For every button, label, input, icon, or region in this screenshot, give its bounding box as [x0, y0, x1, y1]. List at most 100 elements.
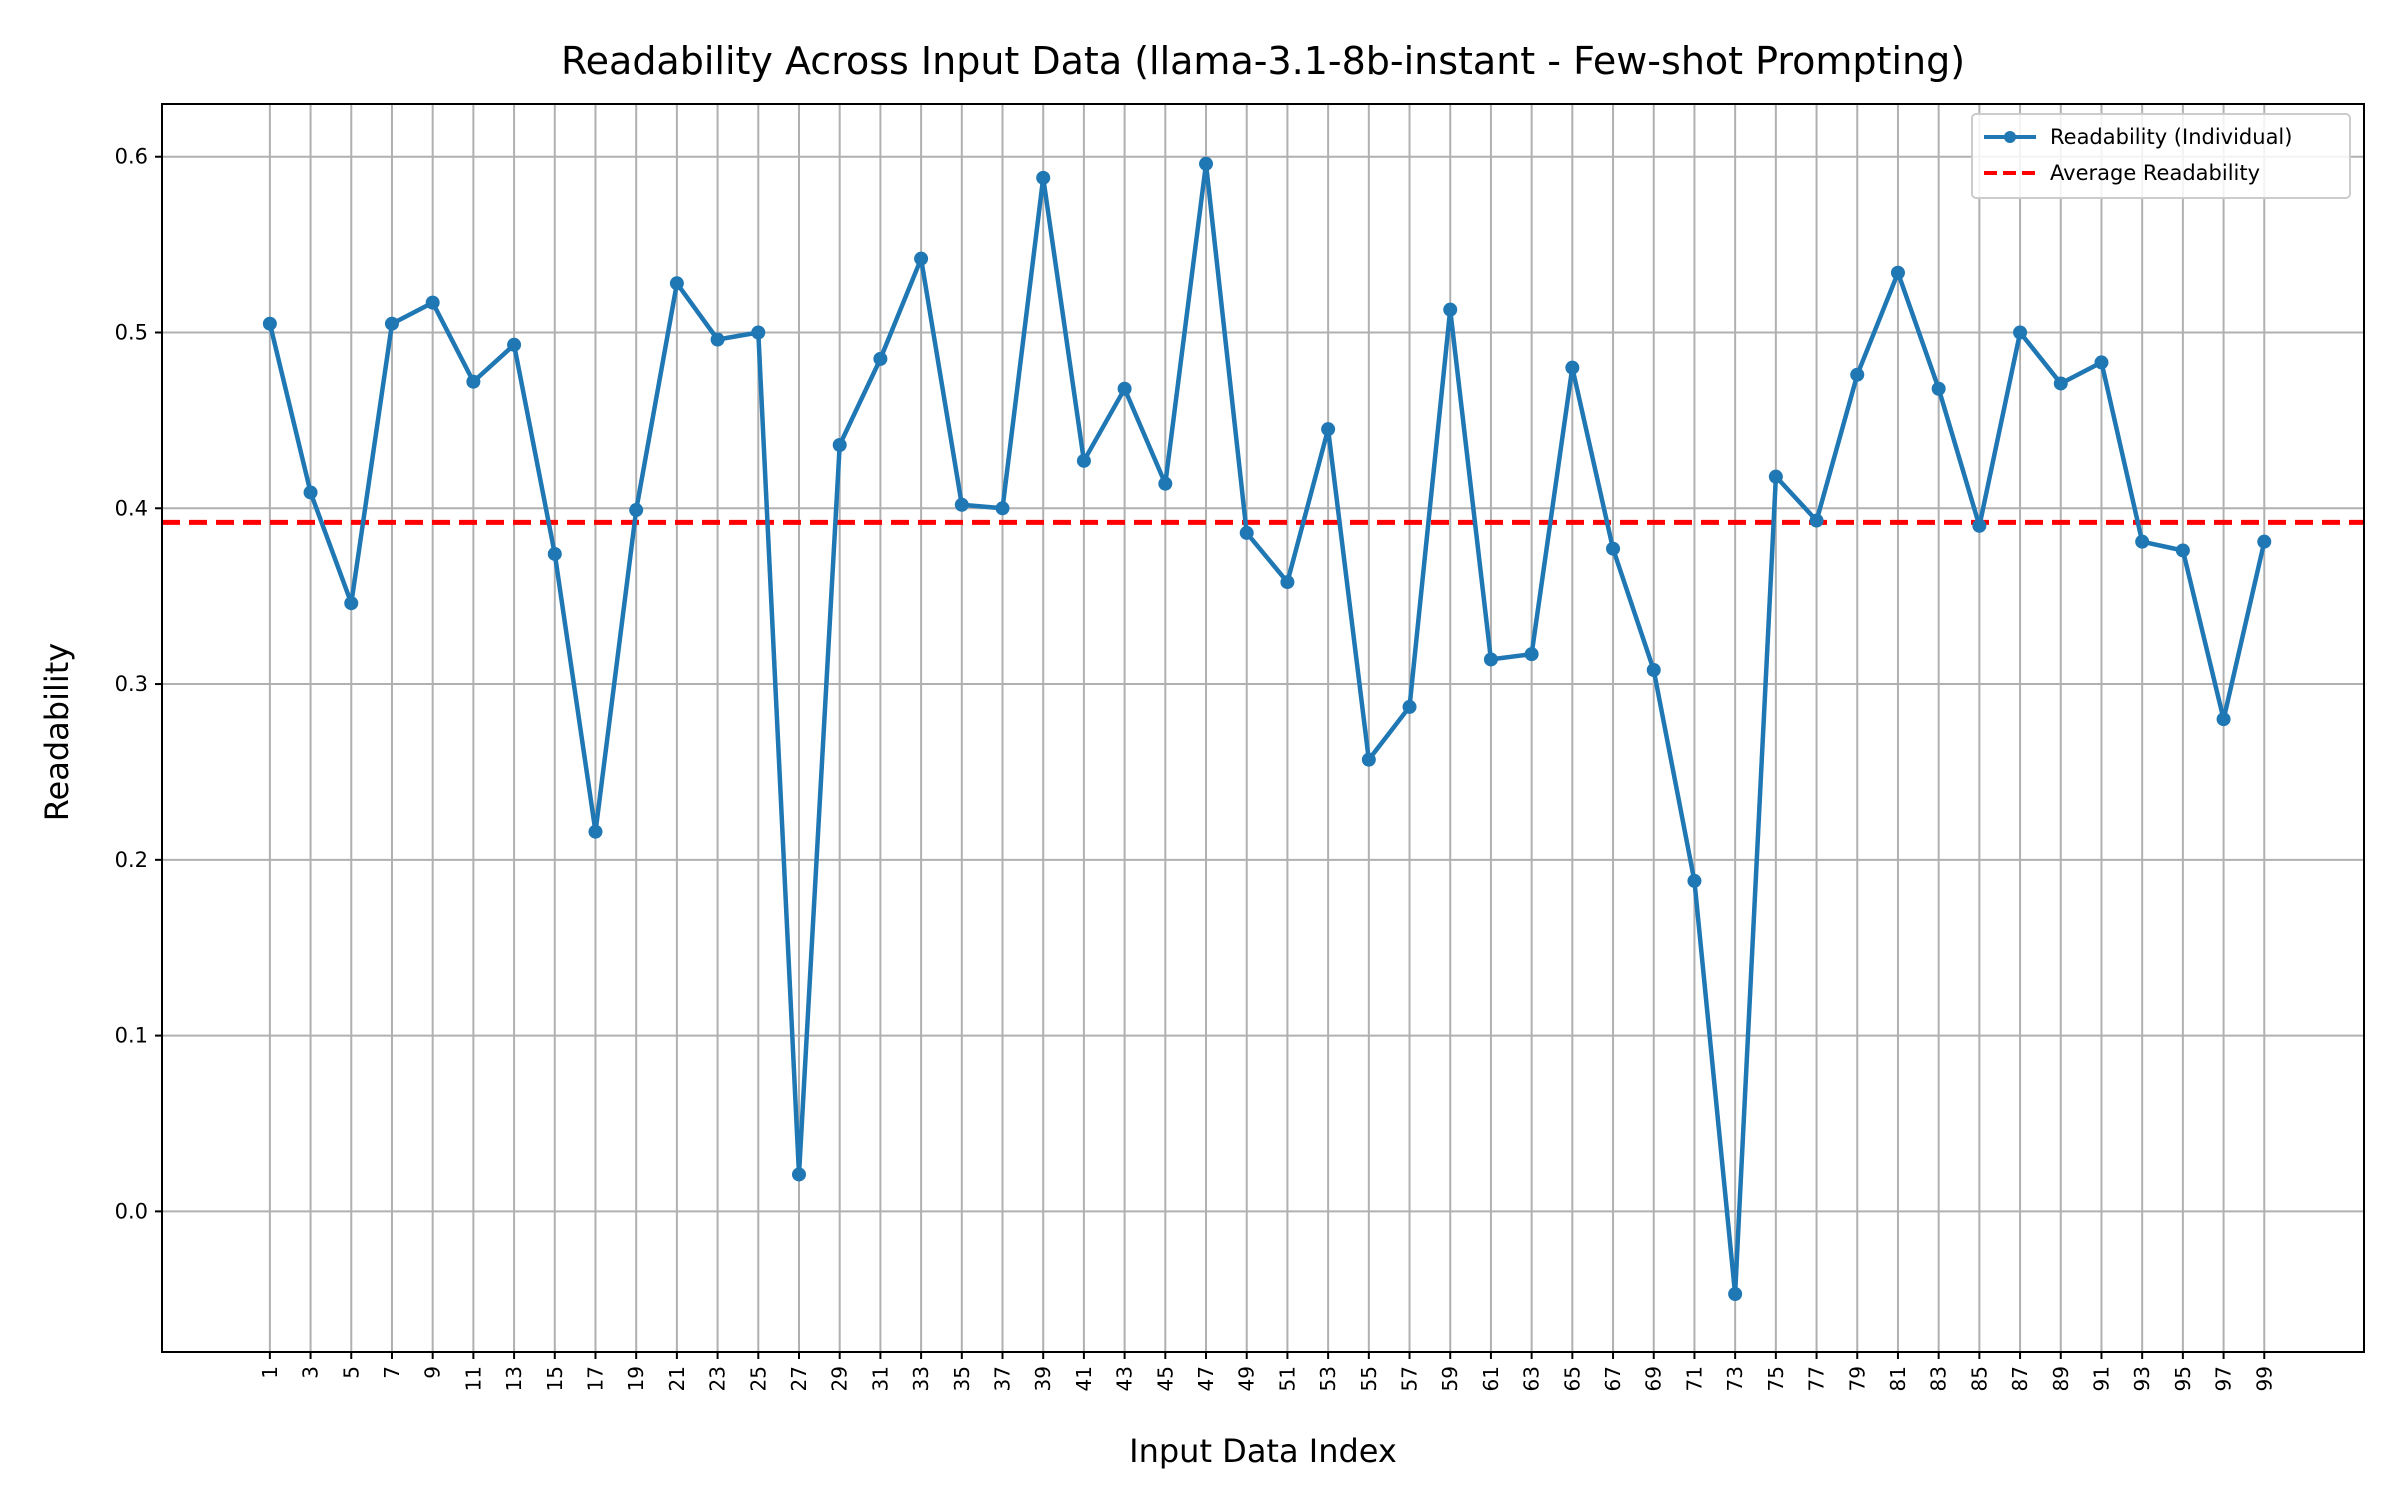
x-tick-label: 47 [1194, 1366, 1218, 1391]
x-tick-label: 15 [543, 1366, 567, 1391]
legend-series-label: Readability (Individual) [2050, 125, 2292, 149]
legend-series-marker [2004, 131, 2016, 143]
x-tick-label: 49 [1235, 1366, 1259, 1391]
data-point [1361, 752, 1376, 767]
y-tick-label: 0.2 [115, 848, 148, 872]
data-point [1280, 575, 1295, 590]
data-point [751, 325, 766, 340]
grid [162, 104, 2364, 1352]
x-tick-label: 35 [950, 1366, 974, 1391]
x-tick-label: 19 [624, 1366, 648, 1391]
x-tick-label: 55 [1357, 1366, 1381, 1391]
data-point [1402, 699, 1417, 714]
x-tick-label: 5 [339, 1366, 363, 1379]
y-tick-label: 0.4 [115, 496, 148, 520]
data-point [1768, 469, 1783, 484]
data-point [507, 337, 522, 352]
data-point [791, 1167, 806, 1182]
data-point [629, 503, 644, 518]
x-tick-label: 39 [1031, 1366, 1055, 1391]
x-tick-label: 89 [2049, 1366, 2073, 1391]
data-point [914, 251, 929, 266]
data-point [1809, 513, 1824, 528]
data-point [1606, 541, 1621, 556]
readability-series-line [267, 161, 2267, 1297]
y-tick-label: 0.3 [115, 672, 148, 696]
x-tick-label: 87 [2008, 1366, 2032, 1391]
x-tick-label: 67 [1601, 1366, 1625, 1391]
data-point [425, 295, 440, 310]
x-axis-label: Input Data Index [1129, 1432, 1397, 1470]
x-tick-label: 1 [258, 1366, 282, 1379]
y-axis-label: Readability [38, 643, 76, 821]
x-tick-label: 3 [299, 1366, 323, 1379]
data-point [2094, 355, 2109, 370]
data-point [1850, 367, 1865, 382]
data-point [1728, 1286, 1743, 1301]
data-point [873, 351, 888, 366]
plot-area-frame [161, 103, 2365, 1353]
x-tick-label: 21 [665, 1366, 689, 1391]
x-tick-label: 91 [2089, 1366, 2113, 1391]
series-layer [262, 156, 2272, 1301]
data-point [1321, 422, 1336, 437]
x-tick-label: 41 [1072, 1366, 1096, 1391]
data-point [384, 316, 399, 331]
x-tick-label: 25 [746, 1366, 770, 1391]
x-tick-label: 99 [2252, 1366, 2276, 1391]
data-point [1483, 652, 1498, 667]
data-point [303, 485, 318, 500]
x-tick-label: 45 [1153, 1366, 1177, 1391]
data-point [1076, 453, 1091, 468]
x-tick-label: 29 [828, 1366, 852, 1391]
data-point [2175, 543, 2190, 558]
x-tick-label: 33 [909, 1366, 933, 1391]
x-tick-labels: 1 3 5 7 9 11 13 15 17 19 21 23 25 27 29 31 33 35 37 39 41 43 4… [258, 1352, 2276, 1391]
x-tick-label: 13 [502, 1366, 526, 1391]
x-tick-label: 53 [1316, 1366, 1340, 1391]
data-point [1972, 518, 1987, 533]
x-tick-label: 83 [1927, 1366, 1951, 1391]
data-point [710, 332, 725, 347]
x-tick-label: 37 [991, 1366, 1015, 1391]
x-tick-label: 81 [1886, 1366, 1910, 1391]
data-point [547, 546, 562, 561]
data-point [2257, 534, 2272, 549]
x-tick-label: 11 [461, 1366, 485, 1391]
x-tick-label: 73 [1723, 1366, 1747, 1391]
x-tick-label: 85 [1967, 1366, 1991, 1391]
x-tick-label: 27 [787, 1366, 811, 1391]
x-tick-label: 57 [1398, 1366, 1422, 1391]
x-tick-label: 9 [421, 1366, 445, 1379]
data-point [1117, 381, 1132, 396]
data-point [2013, 325, 2028, 340]
data-point [1524, 647, 1539, 662]
chart-title: Readability Across Input Data (llama-3.1… [561, 39, 1965, 83]
data-point [669, 276, 684, 291]
y-tick-label: 0.0 [115, 1199, 148, 1223]
data-point [1443, 302, 1458, 317]
y-tick-label: 0.6 [115, 145, 148, 169]
data-point [1199, 156, 1214, 171]
data-point [2053, 376, 2068, 391]
data-point [344, 596, 359, 611]
data-point [1890, 265, 1905, 280]
legend-box [1971, 113, 2351, 199]
data-point [1687, 873, 1702, 888]
data-point [1158, 476, 1173, 491]
data-point [2135, 534, 2150, 549]
x-tick-label: 65 [1560, 1366, 1584, 1391]
data-point [262, 316, 277, 331]
data-point [2216, 712, 2231, 727]
x-tick-label: 17 [583, 1366, 607, 1391]
x-tick-label: 75 [1764, 1366, 1788, 1391]
data-point [466, 374, 481, 389]
x-tick-label: 95 [2171, 1366, 2195, 1391]
legend: Readability (Individual) Average Readabi… [1971, 113, 2351, 199]
data-point [588, 824, 603, 839]
x-tick-label: 97 [2212, 1366, 2236, 1391]
x-tick-label: 51 [1275, 1366, 1299, 1391]
data-point [1646, 662, 1661, 677]
